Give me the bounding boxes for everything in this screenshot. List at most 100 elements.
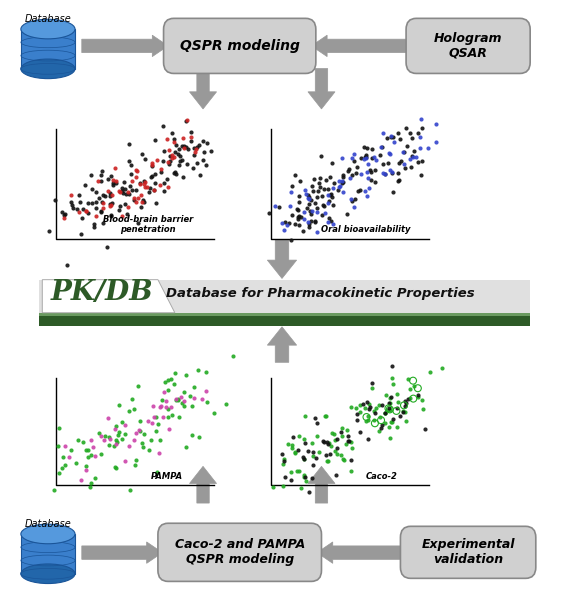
Point: [337, 427, 346, 436]
FancyBboxPatch shape: [39, 313, 530, 316]
Point: [337, 153, 346, 163]
Point: [285, 218, 294, 228]
Point: [299, 454, 309, 464]
Point: [401, 416, 410, 426]
Point: [168, 410, 177, 420]
Point: [351, 168, 360, 178]
Point: [96, 449, 105, 459]
Point: [161, 377, 170, 387]
Point: [169, 152, 178, 162]
Point: [336, 181, 345, 191]
Point: [359, 398, 368, 408]
Point: [293, 212, 302, 222]
Point: [124, 156, 133, 166]
Point: [393, 389, 402, 399]
Point: [120, 184, 129, 193]
Point: [182, 442, 191, 452]
Point: [139, 430, 148, 439]
Point: [119, 188, 128, 198]
Point: [356, 427, 365, 436]
Point: [327, 216, 336, 226]
Point: [137, 197, 146, 207]
Point: [343, 431, 352, 441]
Point: [97, 166, 106, 176]
Point: [396, 411, 405, 421]
Point: [179, 133, 188, 143]
Point: [105, 201, 114, 211]
Point: [299, 470, 309, 480]
Point: [99, 218, 108, 228]
FancyBboxPatch shape: [164, 18, 316, 73]
Point: [337, 431, 346, 441]
Point: [147, 172, 156, 182]
Point: [309, 186, 318, 196]
Point: [284, 439, 293, 449]
Point: [287, 475, 296, 485]
Point: [135, 179, 144, 189]
Point: [349, 149, 358, 159]
Point: [363, 411, 372, 421]
Point: [129, 195, 138, 205]
Point: [71, 458, 80, 468]
Text: Database: Database: [25, 15, 71, 24]
Point: [389, 379, 398, 389]
Point: [399, 407, 408, 417]
Point: [162, 174, 171, 184]
Point: [360, 152, 369, 162]
Point: [111, 439, 120, 449]
Point: [131, 185, 140, 195]
FancyBboxPatch shape: [406, 18, 530, 73]
Point: [194, 431, 203, 441]
Point: [294, 445, 303, 455]
Point: [301, 472, 310, 482]
Point: [405, 129, 414, 138]
Point: [169, 135, 178, 144]
Point: [387, 168, 396, 178]
Polygon shape: [190, 466, 217, 503]
Point: [343, 209, 352, 219]
Point: [423, 143, 432, 153]
Point: [385, 149, 394, 159]
Point: [151, 412, 160, 422]
Point: [381, 390, 390, 400]
Point: [184, 144, 193, 154]
Point: [368, 378, 377, 388]
Point: [280, 225, 289, 235]
Point: [99, 203, 108, 212]
Point: [294, 197, 303, 207]
Point: [320, 201, 329, 211]
Point: [159, 157, 168, 166]
Point: [352, 415, 362, 425]
Text: Oral bioavailability: Oral bioavailability: [321, 225, 410, 234]
Point: [192, 143, 201, 152]
Point: [403, 374, 412, 384]
Point: [101, 191, 110, 201]
Point: [109, 180, 118, 190]
Point: [346, 455, 355, 465]
Point: [305, 222, 314, 231]
Point: [54, 423, 63, 433]
Point: [139, 179, 148, 188]
Point: [163, 182, 172, 192]
Point: [403, 141, 412, 151]
Point: [413, 157, 422, 167]
Point: [151, 170, 160, 179]
Point: [368, 382, 377, 392]
Point: [413, 392, 422, 401]
Point: [320, 437, 329, 447]
Point: [376, 150, 385, 160]
Point: [394, 168, 403, 177]
Point: [100, 431, 109, 441]
Point: [147, 171, 156, 181]
Point: [324, 198, 333, 207]
Point: [362, 412, 371, 422]
Point: [421, 424, 430, 434]
Point: [362, 417, 371, 427]
Point: [168, 150, 177, 160]
Point: [92, 198, 101, 207]
Point: [197, 394, 206, 403]
Point: [325, 449, 334, 459]
Point: [377, 420, 386, 430]
Point: [406, 394, 415, 403]
FancyBboxPatch shape: [39, 316, 530, 326]
